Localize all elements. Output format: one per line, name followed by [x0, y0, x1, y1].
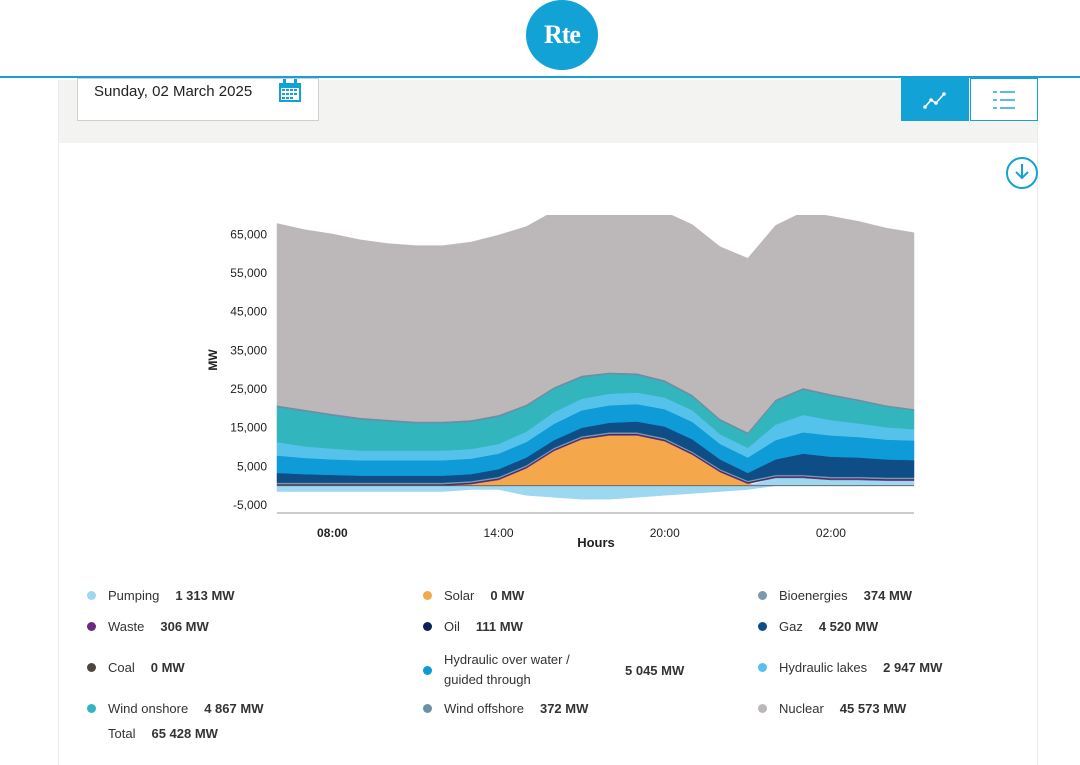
legend-label: Pumping [108, 588, 160, 603]
legend-item-nuclear[interactable]: Nuclear 45 573 MW [758, 701, 906, 716]
legend-value: 4 867 MW [204, 701, 264, 716]
stacked-areas [276, 215, 915, 500]
legend-dot [423, 591, 432, 600]
legend-value: 306 MW [160, 619, 209, 634]
legend-label: Gaz [779, 619, 803, 634]
legend-dot [758, 663, 767, 672]
legend-dot [87, 704, 96, 713]
legend-dot [758, 591, 767, 600]
legend-item-coal[interactable]: Coal 0 MW [87, 660, 185, 675]
area-nuclear[interactable] [276, 215, 915, 433]
x-axis-title: Hours [577, 535, 615, 550]
legend-label: Wind offshore [444, 701, 524, 716]
x-axis: 08:00 14:00 20:00 02:00 [277, 512, 914, 540]
chart-view-button[interactable] [901, 78, 969, 121]
legend-value: 111 MW [475, 619, 523, 634]
legend-item-wind-onshore[interactable]: Wind onshore 4 867 MW [87, 701, 263, 716]
legend-dot [423, 665, 432, 675]
legend-item-gaz[interactable]: Gaz 4 520 MW [758, 619, 878, 634]
legend-value: 372 MW [539, 701, 589, 716]
legend-value: 0 MW [490, 588, 525, 603]
y-tick-label: 25,000 [230, 382, 267, 396]
y-tick-label: 35,000 [230, 343, 267, 357]
legend-label: Waste [108, 619, 145, 634]
y-tick-label: -5,000 [233, 498, 267, 512]
legend-dot [87, 591, 96, 600]
legend-item-solar[interactable]: Solar 0 MW [423, 588, 524, 603]
legend-label: Wind onshore [108, 701, 189, 716]
date-value: Sunday, 02 March 2025 [94, 83, 253, 100]
legend-dot [87, 663, 96, 672]
legend-label: Nuclear [779, 701, 824, 716]
legend-item-hydraulic-over-water-guided-through[interactable]: Hydraulic over water / guided through 5 0… [423, 650, 684, 690]
legend-label: Solar [444, 588, 475, 603]
legend-value: 374 MW [863, 588, 913, 603]
legend-value: 0 MW [150, 660, 185, 675]
legend-total: Total 65 428 MW [108, 726, 218, 741]
legend-dot [423, 622, 432, 631]
legend-dot [758, 622, 767, 631]
legend-label: Hydraulic over water / guided through [444, 652, 570, 687]
legend-label: Coal [108, 660, 135, 675]
production-panel: Sunday, 02 March 2025 [58, 78, 1039, 765]
legend-dot [423, 704, 432, 713]
y-tick-label: 15,000 [230, 421, 267, 435]
legend-value: 4 520 MW [818, 619, 879, 634]
x-tick-label: 14:00 [484, 526, 514, 540]
legend-value: 45 573 MW [839, 701, 907, 716]
legend-value: 2 947 MW [883, 660, 943, 675]
calendar-icon[interactable] [278, 79, 302, 103]
y-axis: -5,000 5,000 15,000 25,000 35,000 45,000 55,00… [230, 227, 267, 512]
y-tick-label: 55,000 [230, 266, 267, 280]
legend-dot [758, 704, 767, 713]
x-tick-label: 02:00 [816, 526, 846, 540]
x-tick-label: 20:00 [650, 526, 680, 540]
legend-label: Bioenergies [779, 588, 848, 603]
legend-item-oil[interactable]: Oil 111 MW [423, 619, 523, 634]
total-label: Total [108, 726, 136, 741]
legend-label: Hydraulic lakes [779, 660, 868, 675]
line-chart-icon [923, 91, 946, 109]
legend-item-bioenergies[interactable]: Bioenergies 374 MW [758, 588, 912, 603]
legend-item-pumping[interactable]: Pumping 1 313 MW [87, 588, 235, 603]
download-icon[interactable] [1005, 156, 1039, 190]
production-chart: -5,000 5,000 15,000 25,000 35,000 45,000 55,00… [206, 215, 915, 550]
top-bar: Rte [0, 0, 1080, 78]
date-picker[interactable]: Sunday, 02 March 2025 [77, 78, 319, 121]
legend-item-wind-offshore[interactable]: Wind offshore 372 MW [423, 701, 588, 716]
y-axis-title: MW [206, 349, 220, 371]
x-tick-label: 08:00 [317, 526, 348, 540]
legend: Pumping 1 313 MW Solar 0 MW Bioenergies 374 M… [87, 580, 1037, 750]
legend-value: 1 313 MW [175, 588, 235, 603]
legend-label: Oil [444, 619, 460, 634]
y-tick-label: 45,000 [230, 305, 267, 319]
y-tick-label: 5,000 [237, 459, 267, 473]
legend-value: 5 045 MW [625, 662, 685, 678]
legend-dot [87, 622, 96, 631]
list-icon [993, 90, 1015, 109]
y-tick-label: 65,000 [230, 227, 267, 241]
rte-logo[interactable]: Rte [526, 0, 598, 70]
total-value: 65 428 MW [151, 726, 218, 741]
legend-item-hydraulic-lakes[interactable]: Hydraulic lakes 2 947 MW [758, 660, 942, 675]
list-view-button[interactable] [970, 78, 1038, 121]
legend-item-waste[interactable]: Waste 306 MW [87, 619, 209, 634]
toolbar: Sunday, 02 March 2025 [59, 78, 1038, 143]
